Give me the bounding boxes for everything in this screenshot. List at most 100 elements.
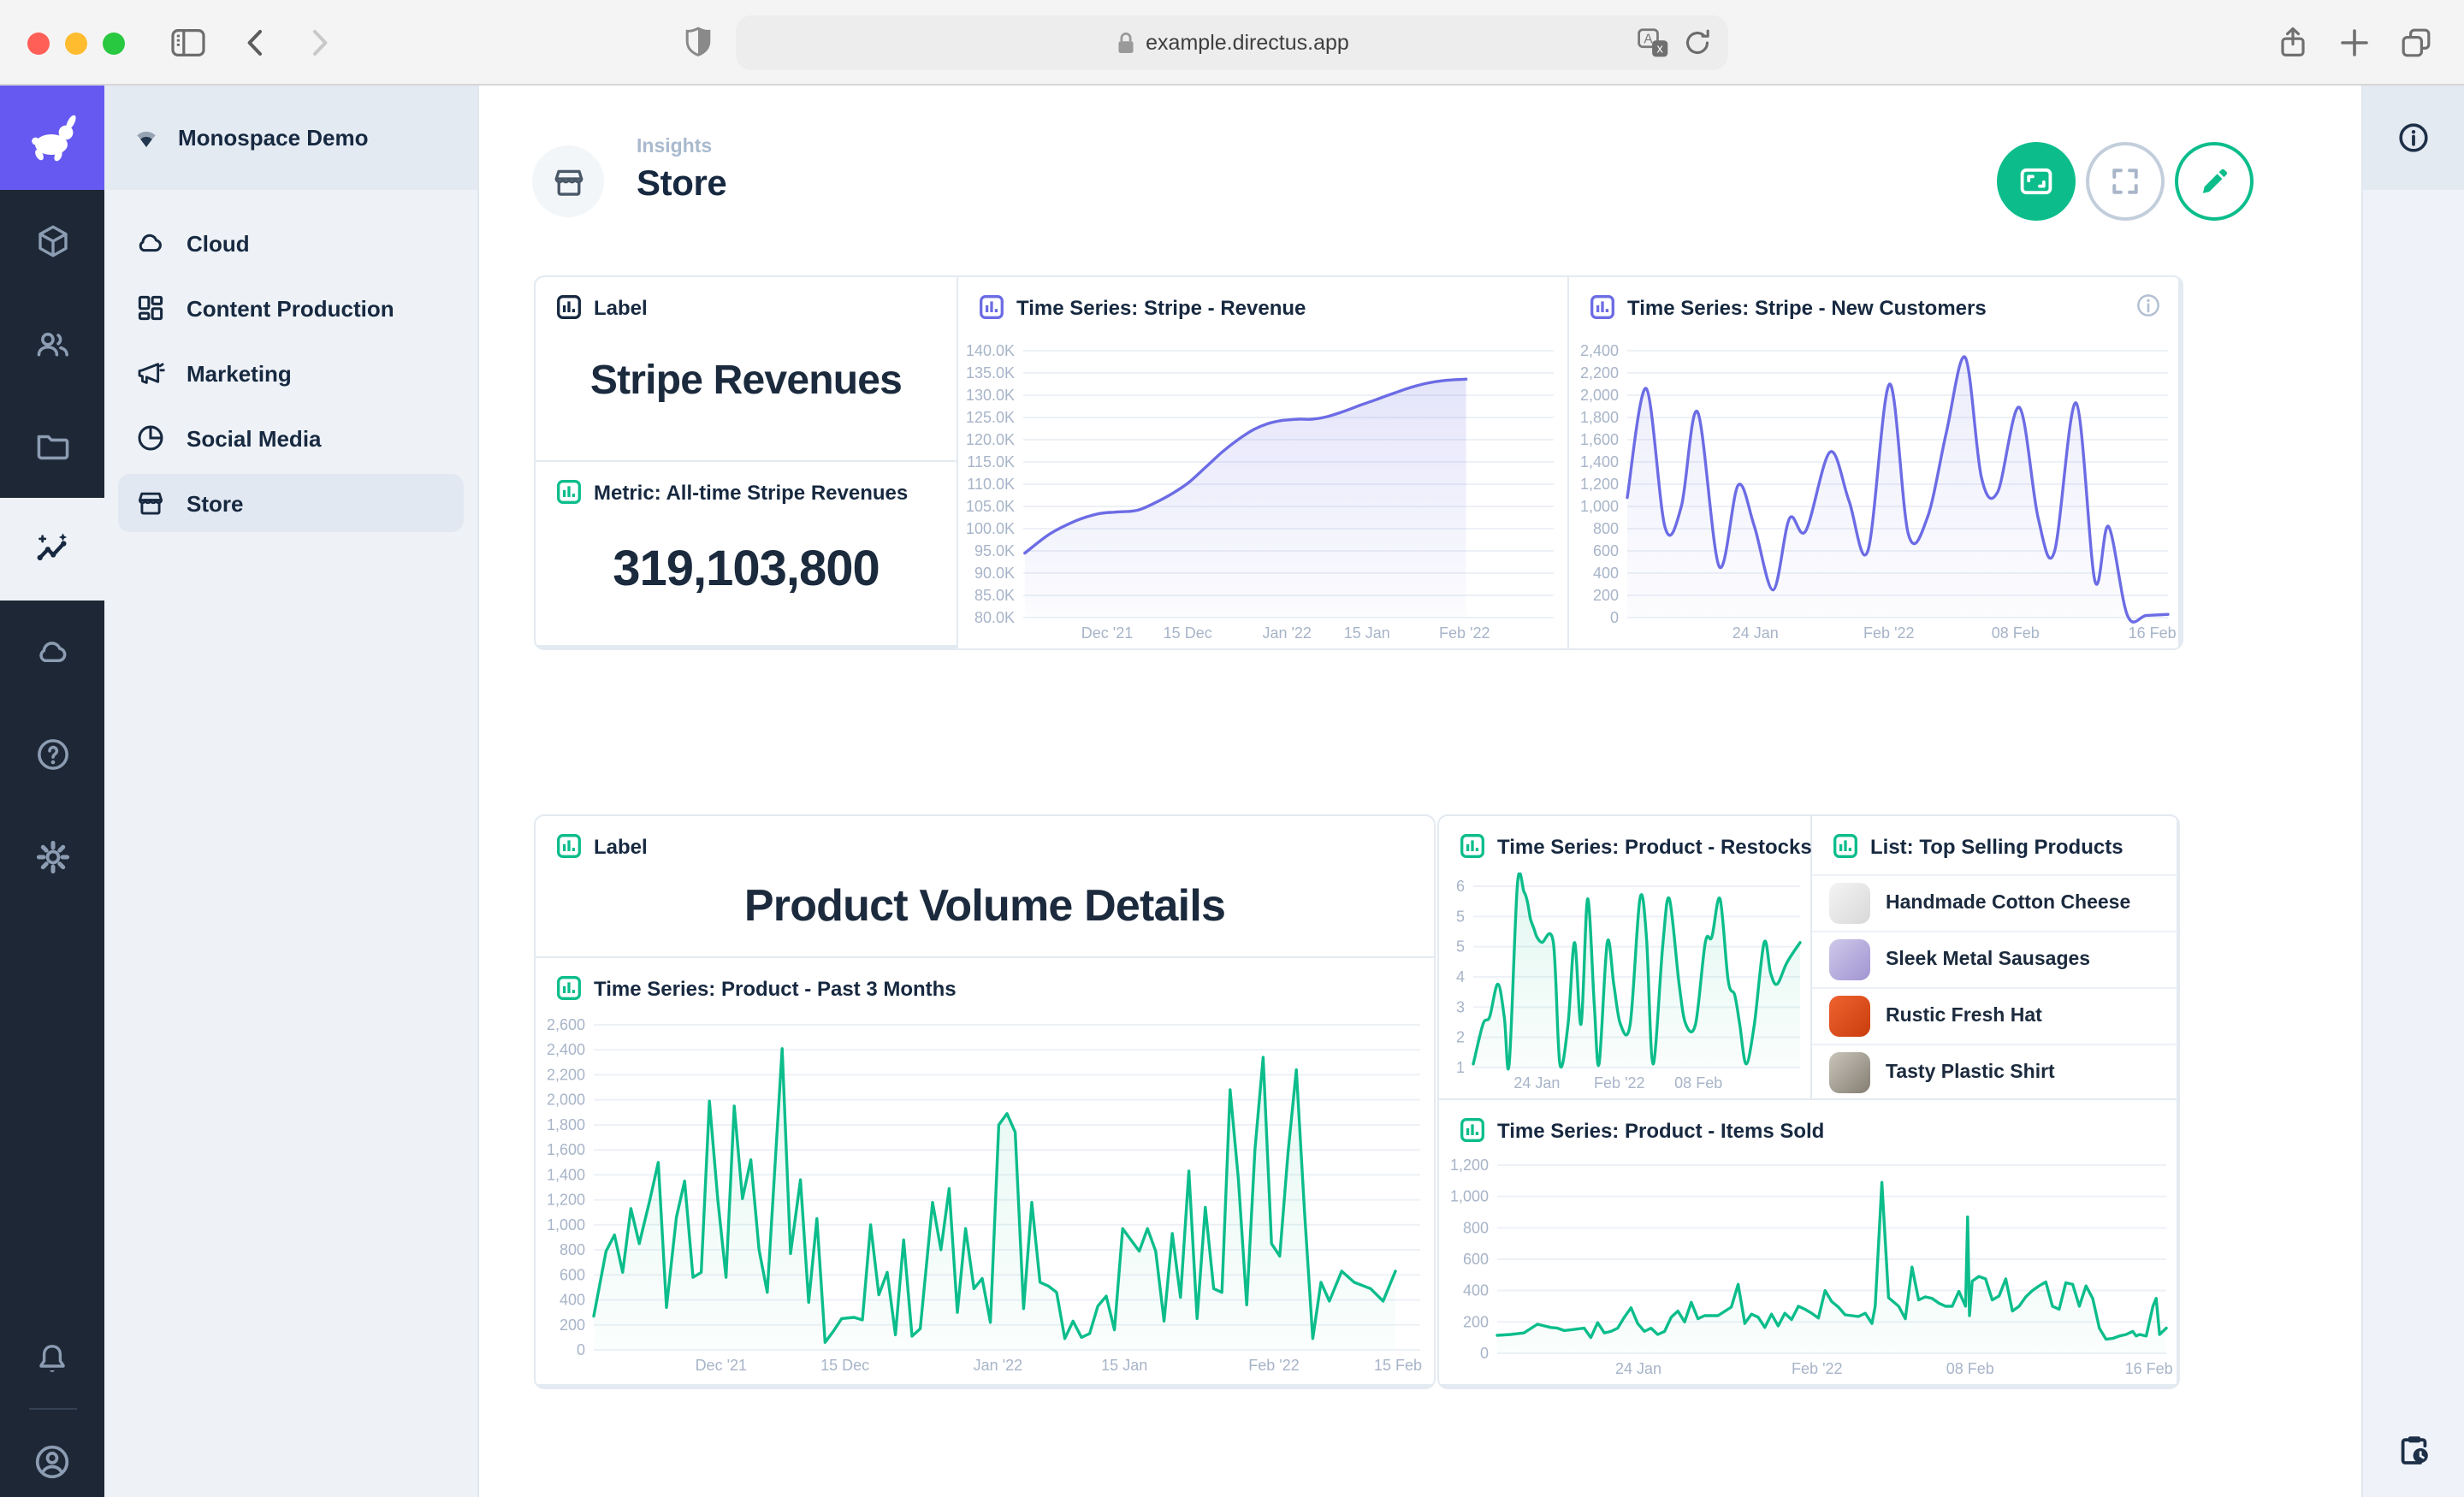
translate-icon[interactable]: A x [1636,26,1670,60]
dashboard-icon [135,293,166,323]
product-list: Handmade Cotton Cheese Sleek Metal Sausa… [1812,874,2177,1100]
privacy-shield-icon[interactable] [681,26,715,60]
svg-text:4: 4 [1456,968,1465,985]
share-icon[interactable] [2276,26,2310,60]
svg-text:80.0K: 80.0K [974,609,1015,626]
svg-text:200: 200 [1463,1313,1489,1330]
edit-dashboard-button[interactable] [2175,142,2254,221]
product-thumbnail [1829,996,1870,1037]
svg-text:1: 1 [1456,1059,1465,1076]
svg-text:1,800: 1,800 [1580,409,1619,426]
nav-item-label: Cloud [187,230,250,256]
nav-item-content-production[interactable]: Content Production [118,279,464,337]
panel-header: Label [594,834,648,858]
nav-item-label: Store [187,490,243,516]
reload-icon[interactable] [1680,26,1715,60]
present-mode-button[interactable] [1997,142,2076,221]
svg-text:1,200: 1,200 [1580,476,1619,493]
panel-row-2-right: Time Series: Product - Restocks 65543212… [1437,814,2180,1389]
time-series-panel-icon [1460,1117,1485,1143]
panel-stripe-revenue: Time Series: Stripe - Revenue 140.0K135.… [958,277,1567,648]
module-help[interactable] [0,703,104,806]
nav-item-marketing[interactable]: Marketing [118,344,464,402]
svg-text:2,400: 2,400 [1580,342,1619,359]
svg-text:100.0K: 100.0K [966,520,1015,537]
nav-item-store[interactable]: Store [118,474,464,532]
nav-item-social-media[interactable]: Social Media [118,409,464,467]
dashboard-icon-chip[interactable] [532,145,604,217]
panel-row-2-left: Label Product Volume Details Time Series… [534,814,1436,1389]
svg-text:2,600: 2,600 [547,1016,585,1033]
module-settings[interactable] [0,806,104,908]
user-avatar[interactable] [0,1425,104,1497]
module-cloud[interactable] [0,601,104,703]
main-content: Insights Store [479,86,2361,1497]
svg-text:2,000: 2,000 [1580,387,1619,404]
list-item[interactable]: Sleek Metal Sausages [1812,931,2177,987]
fullscreen-button[interactable] [2086,142,2165,221]
product-name: Sleek Metal Sausages [1886,950,2090,970]
svg-text:Dec '21: Dec '21 [1081,624,1133,642]
svg-text:85.0K: 85.0K [974,587,1015,604]
svg-text:600: 600 [1463,1251,1489,1268]
url-text: example.directus.app [1146,31,1349,55]
svg-text:2,400: 2,400 [547,1041,585,1058]
notifications-bell[interactable] [0,1324,104,1393]
forward-icon[interactable] [301,26,335,60]
svg-text:08 Feb: 08 Feb [1674,1074,1722,1092]
breadcrumb[interactable]: Insights [637,137,712,157]
megaphone-icon [135,358,166,388]
svg-text:90.0K: 90.0K [974,565,1015,582]
label-text: Product Volume Details [744,879,1225,932]
project-name: Monospace Demo [178,125,369,151]
close-window-button[interactable] [27,32,50,54]
svg-text:0: 0 [1480,1345,1489,1362]
info-sidebar-icon[interactable] [2397,121,2430,154]
module-users[interactable] [0,293,104,395]
activity-log-icon[interactable] [2395,1432,2432,1470]
directus-logo[interactable] [0,86,104,190]
project-switcher[interactable]: Monospace Demo [104,86,477,190]
sidebar-toggle-icon[interactable] [171,26,205,60]
svg-text:1,000: 1,000 [1450,1188,1489,1205]
address-bar[interactable]: example.directus.app A x [736,15,1728,70]
info-icon[interactable] [2135,293,2161,318]
svg-text:800: 800 [1463,1219,1489,1236]
svg-text:Feb '22: Feb '22 [1594,1074,1644,1092]
new-tab-icon[interactable] [2337,26,2372,60]
svg-text:15 Dec: 15 Dec [1164,624,1212,642]
back-icon[interactable] [240,26,274,60]
svg-text:2,000: 2,000 [547,1092,585,1109]
svg-text:Feb '22: Feb '22 [1863,624,1914,642]
list-item[interactable]: Rustic Fresh Hat [1812,987,2177,1044]
product-thumbnail [1829,939,1870,980]
svg-text:1,800: 1,800 [547,1116,585,1133]
module-content[interactable] [0,190,104,293]
right-sidebar [2361,86,2464,1497]
time-series-panel-icon [556,975,582,1001]
minimize-window-button[interactable] [65,32,87,54]
panel-header: Time Series: Stripe - New Customers [1627,295,1987,319]
svg-text:400: 400 [1463,1282,1489,1299]
svg-text:Jan '22: Jan '22 [974,1357,1022,1374]
list-item[interactable]: Handmade Cotton Cheese [1812,874,2177,931]
svg-text:2,200: 2,200 [1580,364,1619,382]
zoom-window-button[interactable] [103,32,125,54]
panel-header: Time Series: Product - Past 3 Months [594,976,957,1000]
svg-text:1,200: 1,200 [1450,1157,1489,1174]
svg-text:135.0K: 135.0K [966,364,1015,382]
nav-item-label: Content Production [187,295,394,321]
svg-text:400: 400 [1593,565,1619,582]
module-files[interactable] [0,395,104,498]
module-insights[interactable] [0,498,104,601]
panel-header: Time Series: Product - Restocks [1497,834,1812,858]
svg-text:1,600: 1,600 [547,1141,585,1158]
svg-text:5: 5 [1456,908,1465,925]
nav-item-cloud[interactable]: Cloud [118,214,464,272]
panel-top-selling-products: List: Top Selling Products Handmade Cott… [1812,816,2177,1098]
svg-text:6: 6 [1456,878,1465,895]
tab-overview-icon[interactable] [2399,26,2433,60]
svg-text:3: 3 [1456,998,1465,1015]
label-panel-icon [556,833,582,859]
list-item[interactable]: Tasty Plastic Shirt [1812,1044,2177,1100]
